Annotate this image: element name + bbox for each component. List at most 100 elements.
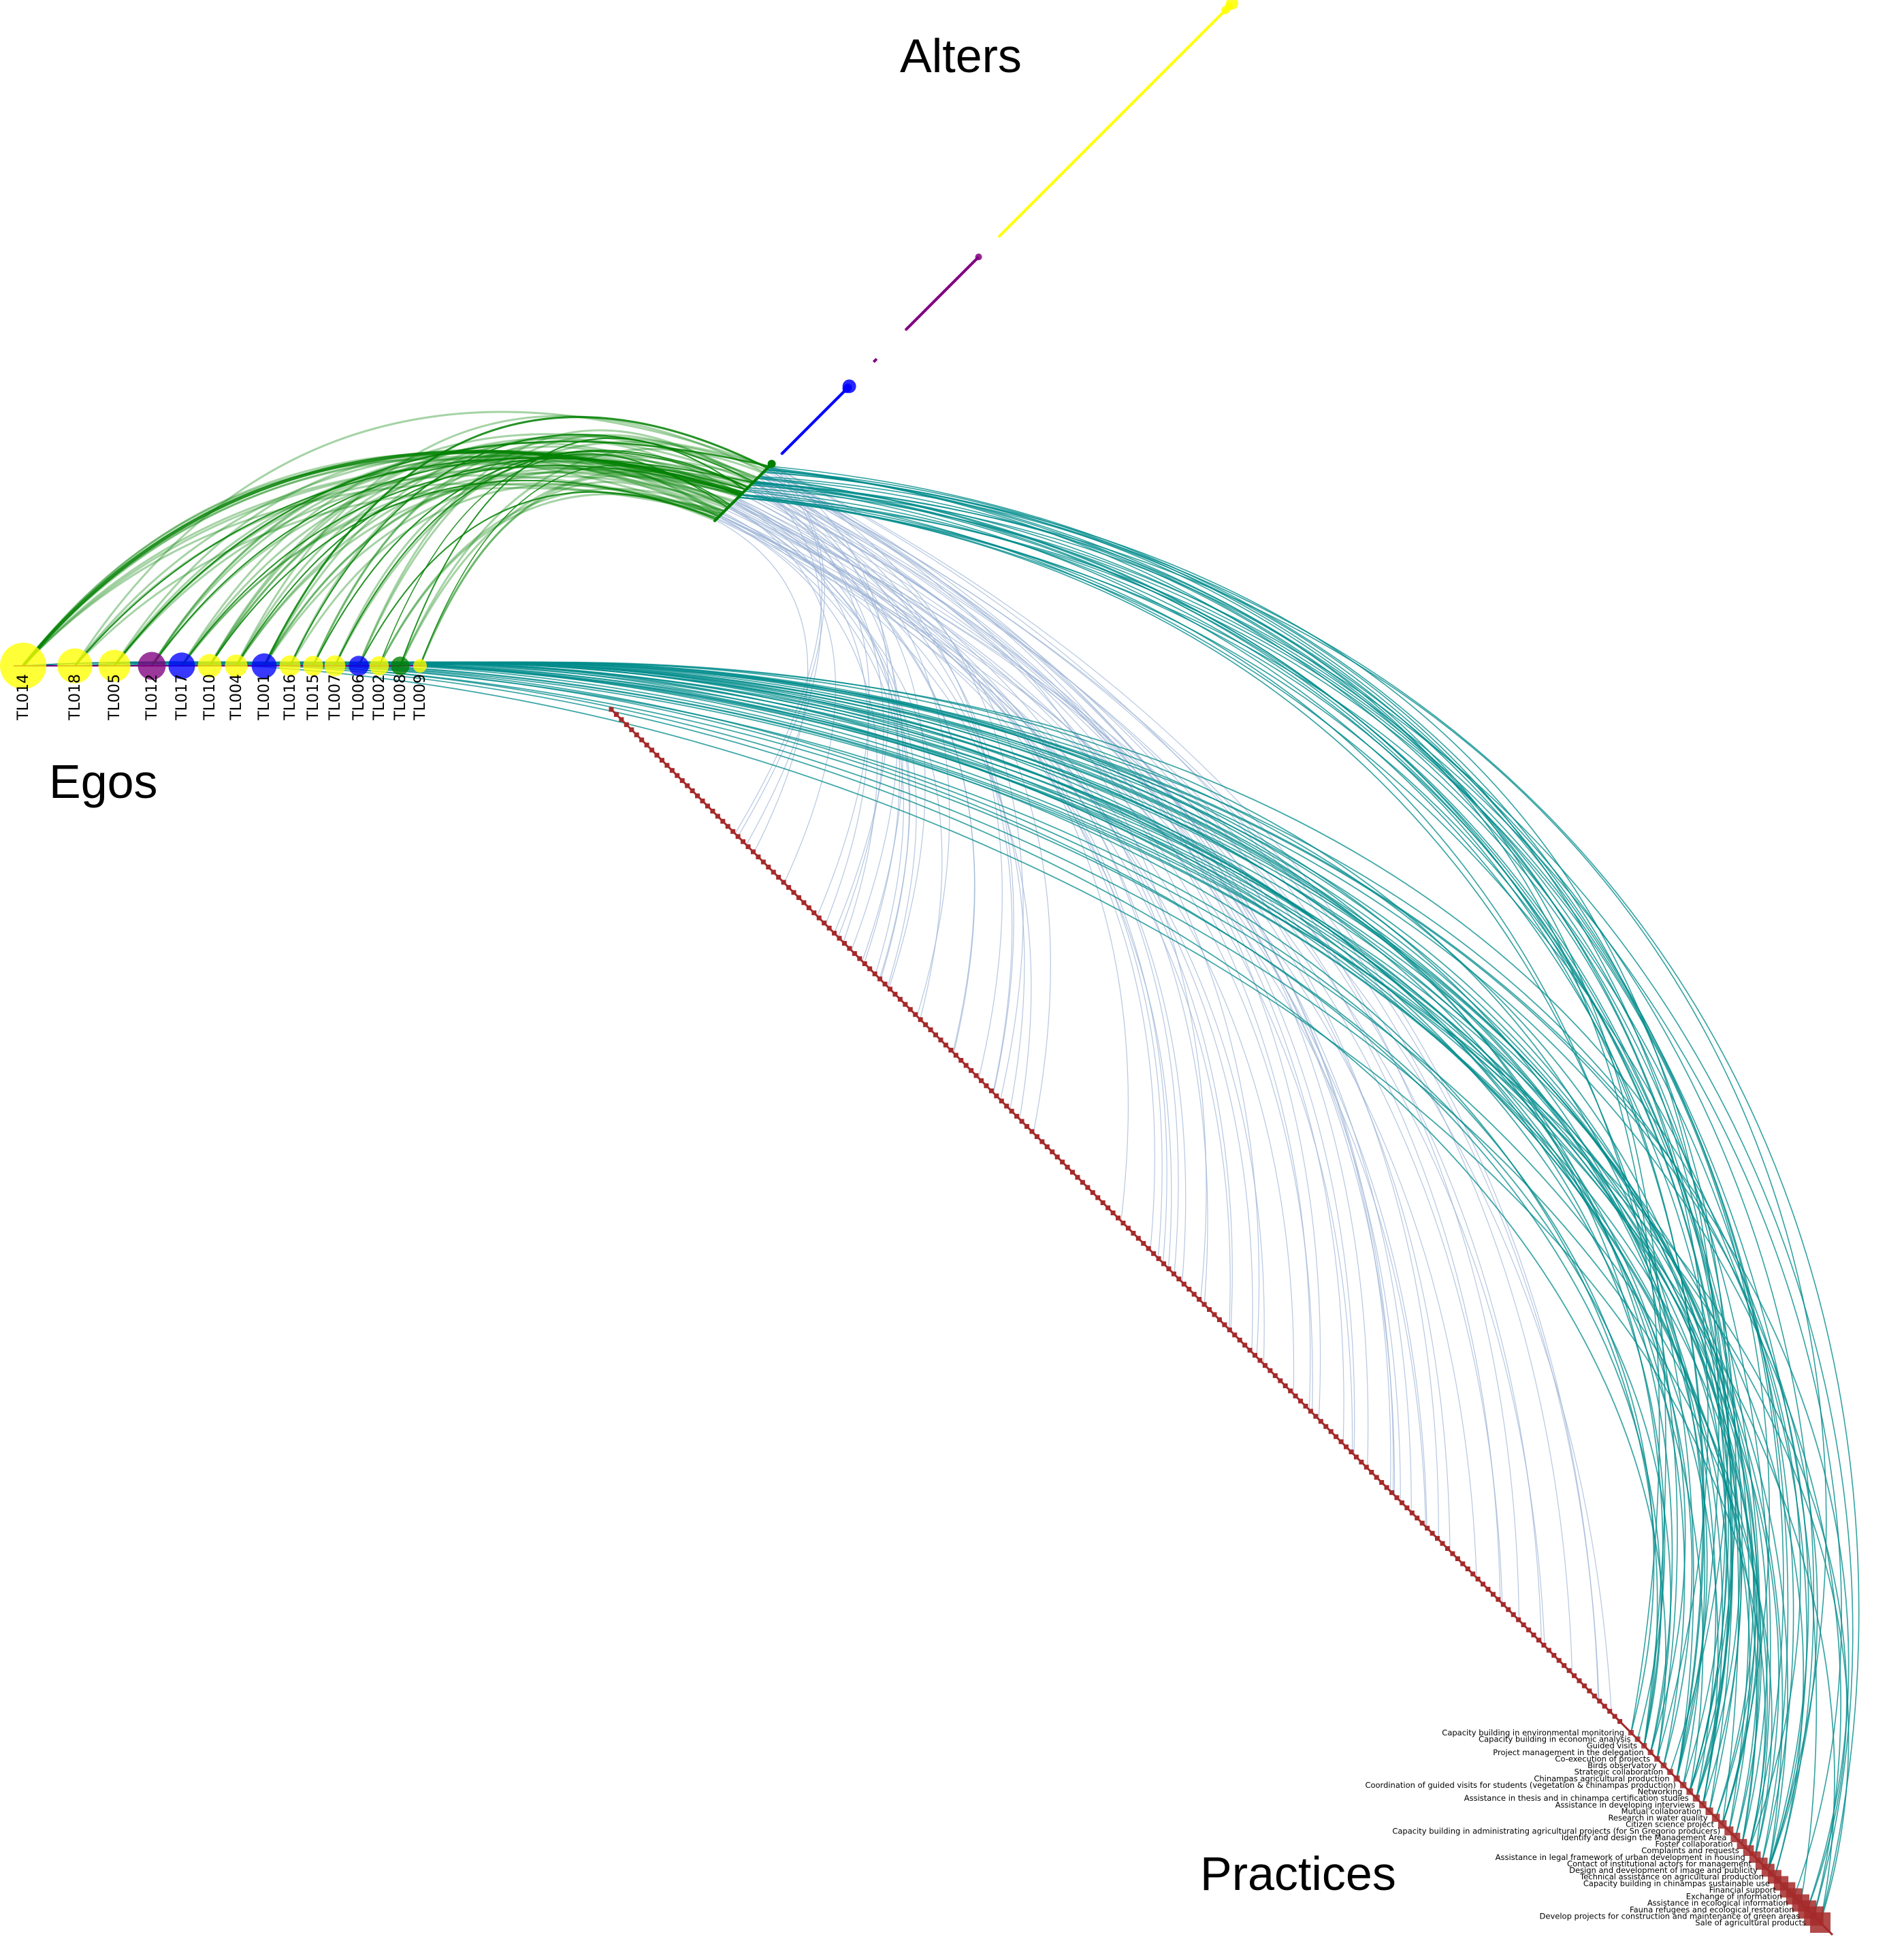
alter-node [1035, 197, 1038, 201]
ego-alter-edge [150, 456, 720, 667]
ego-node [391, 656, 410, 675]
ego-practice-edge [22, 662, 1766, 1851]
alter-node [934, 298, 938, 302]
alter-practice-edge [750, 484, 1666, 1746]
alter-node [913, 319, 916, 323]
alter-node [1210, 22, 1214, 25]
practice-node [1566, 1668, 1572, 1673]
alter-practice-edge [759, 475, 1732, 1805]
alter-practice-edge-light [760, 475, 899, 951]
alter-node [968, 263, 972, 268]
alter-practice-edge-light [727, 507, 917, 987]
alter-practice-edge-light [737, 498, 975, 1053]
alter-node [915, 317, 919, 321]
ego-practice-edge [289, 661, 1724, 1806]
practice-node [907, 1007, 913, 1012]
practice-node [613, 711, 619, 717]
alter-node [1149, 82, 1153, 86]
alter-practice-edge-light [749, 485, 884, 937]
alter-node [1133, 99, 1136, 103]
alter-node [1139, 93, 1143, 97]
ego-label: TL015 [305, 674, 322, 721]
practice-node [1374, 1475, 1379, 1480]
practice-node [669, 768, 675, 773]
alter-node [1038, 194, 1042, 197]
practice-node [877, 976, 883, 982]
alter-node [1021, 211, 1024, 214]
ego-node [324, 655, 346, 677]
alter-node [1226, 0, 1238, 10]
alter-node [1095, 137, 1099, 140]
alter-practice-edge [768, 467, 1794, 1864]
practice-label: Assistance in thesis and in chinampa cer… [1464, 1793, 1689, 1803]
alter-practice-edge [762, 472, 1818, 1904]
practice-node [958, 1057, 964, 1063]
ego-alter-edge [22, 452, 732, 667]
ego-alter-edge [378, 493, 720, 667]
practice-node [715, 814, 720, 819]
alter-node [973, 259, 976, 263]
ego-label: TL010 [201, 674, 219, 721]
practice-node [639, 737, 645, 743]
practice-node [1536, 1637, 1541, 1643]
ego-alter-edge [22, 483, 722, 667]
practice-node [1521, 1622, 1526, 1628]
alter-practice-edge-light [720, 515, 1295, 1394]
practice-node [1384, 1485, 1389, 1490]
practice-node [1810, 1912, 1831, 1933]
ego-alter-edge [235, 415, 764, 667]
practice-node [786, 884, 792, 890]
practice-node [1364, 1464, 1369, 1470]
alter-practice-edge-light [728, 507, 911, 979]
practice-label: Technical assistance on agricultural pro… [1579, 1872, 1764, 1882]
ego-alter-edge [263, 416, 769, 667]
alter-node [971, 261, 974, 265]
practice-node [649, 748, 655, 753]
practice-node [923, 1022, 929, 1027]
ego-label: TL018 [67, 674, 84, 721]
alter-node [1183, 49, 1187, 52]
practice-label: Sale of agricultural products [1695, 1918, 1806, 1927]
practice-node [1404, 1505, 1410, 1511]
practice-node [1430, 1530, 1435, 1536]
practice-node [953, 1053, 958, 1058]
alter-practice-edge-light [737, 498, 1503, 1604]
alter-practice-edge [766, 468, 1860, 1923]
ego-practice-edge [74, 661, 1658, 1746]
practice-node [705, 803, 710, 809]
alter-practice-edge [740, 494, 1709, 1759]
practice-node [1692, 1795, 1700, 1802]
practice-node [1338, 1439, 1344, 1445]
alter-node [1018, 214, 1021, 218]
practice-node [1450, 1551, 1455, 1556]
alter-practice-edge [745, 489, 1705, 1779]
ego-alter-edge [235, 475, 730, 667]
practice-node [1440, 1541, 1445, 1546]
practice-node [882, 981, 888, 986]
practice-node [1617, 1719, 1623, 1725]
alter-practice-edge-light [725, 509, 1427, 1528]
alter-practice-edge [744, 490, 1807, 1871]
practice-node [1353, 1454, 1359, 1460]
practice-node [892, 991, 898, 997]
alter-node [1045, 187, 1048, 191]
alter-node [932, 300, 936, 304]
egos-axis [0, 643, 427, 689]
alter-practice-edge [738, 496, 1737, 1792]
ego-practice-edge [209, 661, 1742, 1806]
alter-practice-edge [741, 494, 1771, 1825]
practice-node [781, 880, 786, 885]
practice-node [1465, 1566, 1470, 1571]
practice-label: Assistance in developing interviews [1555, 1800, 1696, 1810]
practice-node [1541, 1642, 1547, 1648]
practice-node [1303, 1403, 1308, 1409]
alter-node [1048, 184, 1052, 187]
practice-node [1711, 1814, 1720, 1822]
ego-alter-edge [236, 458, 741, 667]
practice-node [1298, 1398, 1304, 1404]
ego-alter-edge [357, 429, 754, 667]
practices-axis [609, 707, 1834, 1936]
practice-node [730, 829, 736, 834]
practice-node [1100, 1200, 1106, 1206]
ego-label: TL008 [392, 674, 409, 721]
